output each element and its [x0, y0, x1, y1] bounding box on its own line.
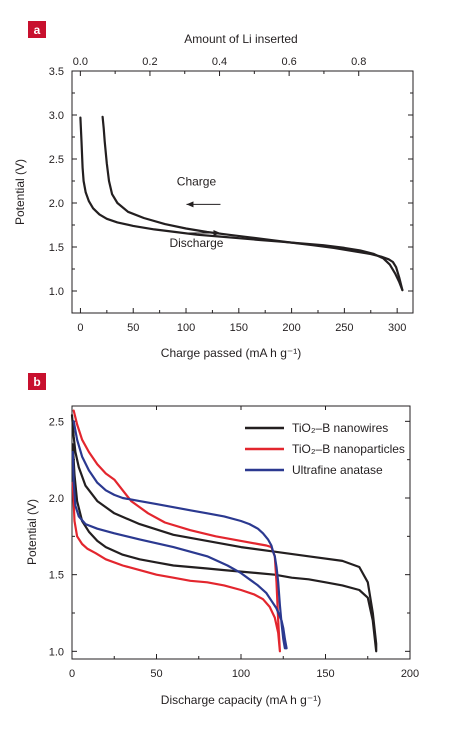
panel-b-x-tick-label: 200	[401, 668, 419, 680]
panel-a-y-tick-label: 2.0	[49, 198, 64, 210]
panel-b-x-tick-label: 150	[316, 668, 334, 680]
panel-a-top-tick-label: 0.6	[281, 56, 296, 68]
panel-b-label: b	[33, 375, 40, 389]
panel-b-y-tick-label: 2.5	[49, 416, 64, 428]
panel-a-x-tick-label: 0	[77, 322, 83, 334]
panel-a-series-line-0	[79, 116, 404, 292]
panel-b-badge	[28, 373, 46, 390]
panel-b: b Discharge capacity (mA h g⁻¹) Potentia…	[25, 373, 419, 707]
panel-a-annotation-arrow-head	[213, 230, 221, 236]
panel-a-top-tick-label: 0.0	[73, 56, 88, 68]
panel-b-series-line-2	[71, 420, 288, 650]
panel-a-annotation-label: Charge	[177, 174, 217, 188]
panel-b-series-line-0	[70, 414, 378, 653]
panel-a-y-tick-label: 1.5	[49, 242, 64, 254]
panel-a-x-tick-label: 300	[388, 322, 406, 334]
panel-a-top-tick-label: 0.8	[351, 56, 366, 68]
panel-a-series-line-1	[101, 115, 404, 292]
panel-a-y-axis-title: Potential (V)	[13, 159, 27, 225]
panel-a-y-tick-label: 2.5	[49, 154, 64, 166]
panel-a-x-tick-label: 250	[335, 322, 353, 334]
panel-a-y-tick-label: 1.0	[49, 286, 64, 298]
panel-a-x-tick-label: 100	[177, 322, 195, 334]
panel-a-top-tick-label: 0.4	[212, 56, 227, 68]
panel-a-top-tick-label: 0.2	[142, 56, 157, 68]
panel-b-y-axis-title: Potential (V)	[25, 499, 39, 565]
panel-a: a Amount of Li inserted Charge passed (m…	[13, 21, 414, 360]
panel-b-x-axis-title: Discharge capacity (mA h g⁻¹)	[161, 693, 321, 707]
panel-a-plot-frame	[71, 70, 414, 314]
panel-a-annotation-arrow-head	[186, 201, 194, 208]
panel-a-x-tick-label: 150	[230, 322, 248, 334]
panel-b-series-line-1	[71, 409, 281, 653]
panel-a-y-tick-label: 3.0	[49, 110, 64, 122]
panel-b-x-tick-label: 50	[150, 668, 162, 680]
legend-label-0: TiO₂–B nanowires	[292, 421, 388, 435]
panel-b-x-tick-label: 0	[69, 668, 75, 680]
panel-b-x-tick-label: 100	[232, 668, 250, 680]
panel-a-label: a	[34, 23, 41, 37]
panel-b-y-tick-label: 1.5	[49, 570, 64, 582]
panel-a-annotation-label: Discharge	[169, 236, 223, 250]
legend-label-2: Ultrafine anatase	[292, 463, 383, 477]
panel-b-y-tick-label: 2.0	[49, 493, 64, 505]
panel-a-x-tick-label: 200	[282, 322, 300, 334]
panel-a-top-axis-title: Amount of Li inserted	[184, 32, 297, 46]
panel-b-y-tick-label: 1.0	[49, 646, 64, 658]
panel-a-y-tick-label: 3.5	[49, 66, 64, 78]
panel-a-x-tick-label: 50	[127, 322, 139, 334]
panel-a-badge	[28, 21, 46, 38]
panel-a-x-axis-title: Charge passed (mA h g⁻¹)	[161, 346, 301, 360]
legend-label-1: TiO₂–B nanoparticles	[292, 442, 405, 456]
